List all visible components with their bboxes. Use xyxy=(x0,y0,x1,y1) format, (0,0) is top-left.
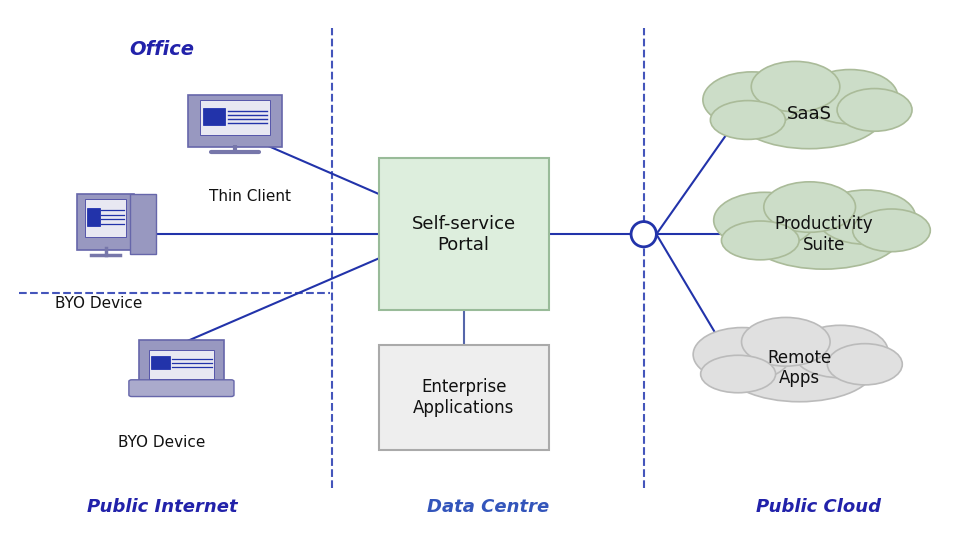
FancyBboxPatch shape xyxy=(379,345,549,450)
FancyBboxPatch shape xyxy=(203,108,225,125)
Text: BYO Device: BYO Device xyxy=(55,296,142,312)
FancyBboxPatch shape xyxy=(188,95,282,147)
Ellipse shape xyxy=(837,89,912,131)
Text: Self-service
Portal: Self-service Portal xyxy=(412,215,515,253)
FancyBboxPatch shape xyxy=(379,158,549,310)
Ellipse shape xyxy=(711,101,786,139)
Text: Enterprise
Applications: Enterprise Applications xyxy=(413,378,514,417)
FancyBboxPatch shape xyxy=(139,340,224,383)
Text: BYO Device: BYO Device xyxy=(118,435,206,450)
Text: Productivity
Suite: Productivity Suite xyxy=(774,215,874,253)
Ellipse shape xyxy=(817,190,915,244)
FancyBboxPatch shape xyxy=(77,194,134,250)
Ellipse shape xyxy=(701,355,776,393)
Text: Public Cloud: Public Cloud xyxy=(756,498,881,516)
Text: Data Centre: Data Centre xyxy=(427,498,549,516)
Text: Public Internet: Public Internet xyxy=(87,498,237,516)
FancyBboxPatch shape xyxy=(129,380,234,397)
Ellipse shape xyxy=(752,61,839,112)
Ellipse shape xyxy=(713,192,815,248)
FancyBboxPatch shape xyxy=(148,350,214,379)
Ellipse shape xyxy=(828,344,902,385)
FancyBboxPatch shape xyxy=(85,200,126,237)
Ellipse shape xyxy=(721,221,799,260)
FancyBboxPatch shape xyxy=(200,101,270,135)
Text: SaaS: SaaS xyxy=(787,105,832,123)
Text: Office: Office xyxy=(130,40,194,59)
Ellipse shape xyxy=(802,69,898,124)
Ellipse shape xyxy=(703,72,801,128)
Ellipse shape xyxy=(693,328,792,381)
Ellipse shape xyxy=(724,334,874,402)
Ellipse shape xyxy=(734,79,884,148)
Ellipse shape xyxy=(793,325,888,378)
Ellipse shape xyxy=(631,222,657,247)
FancyBboxPatch shape xyxy=(87,208,100,225)
Text: Thin Client: Thin Client xyxy=(209,189,291,204)
FancyBboxPatch shape xyxy=(131,194,156,254)
Ellipse shape xyxy=(764,182,856,232)
Ellipse shape xyxy=(853,209,930,252)
Ellipse shape xyxy=(746,199,902,269)
Ellipse shape xyxy=(742,317,830,366)
Text: Remote
Apps: Remote Apps xyxy=(767,349,832,387)
FancyBboxPatch shape xyxy=(151,356,170,369)
